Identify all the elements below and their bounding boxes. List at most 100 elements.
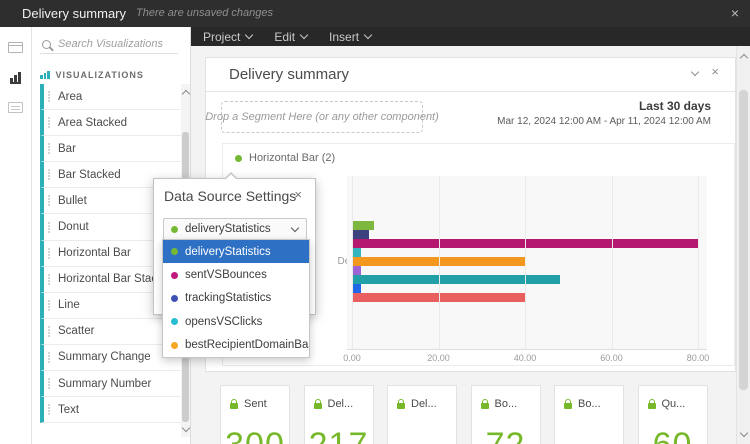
x-tick-label: 60.00 xyxy=(600,353,623,363)
panel-title: Delivery summary xyxy=(229,66,350,83)
main-scrollbar[interactable] xyxy=(736,46,750,444)
menu-project[interactable]: Project xyxy=(203,30,254,44)
dropdown-option-bestRecipientDomainBasedOnTheD[interactable]: bestRecipientDomainBasedOnTheD xyxy=(163,334,309,357)
summary-card-0[interactable]: Sent300 xyxy=(220,385,290,444)
top-bar: Delivery summary There are unsaved chang… xyxy=(0,0,750,27)
x-tick-label: 0.00 xyxy=(343,353,361,363)
dropdown-option-opensVSClicks[interactable]: opensVSClicks xyxy=(163,310,309,333)
drag-handle-icon xyxy=(48,195,50,198)
drag-handle-icon xyxy=(48,404,50,407)
viz-item-bar[interactable]: Bar xyxy=(40,136,181,163)
dropdown-option-deliveryStatistics[interactable]: deliveryStatistics xyxy=(163,240,309,264)
panel-header: Delivery summary × xyxy=(206,58,735,92)
bar-segment-0[interactable] xyxy=(352,221,374,230)
lock-icon xyxy=(647,398,656,409)
summary-card-5[interactable]: Qu...60 xyxy=(637,385,708,444)
panel-subheader: Drop a Segment Here (or any other compon… xyxy=(205,92,735,142)
collapse-panel-icon[interactable] xyxy=(691,67,700,76)
segment-drop-zone[interactable]: Drop a Segment Here (or any other compon… xyxy=(205,101,439,133)
gridline xyxy=(698,176,699,349)
bar-segment-3[interactable] xyxy=(352,248,361,257)
lock-icon xyxy=(564,398,572,409)
drag-handle-icon xyxy=(48,247,50,250)
drag-handle-icon xyxy=(48,325,50,328)
lock-icon xyxy=(480,398,489,409)
scroll-down-icon[interactable] xyxy=(739,428,749,438)
gridline xyxy=(525,176,526,349)
unsaved-changes-note: There are unsaved changes xyxy=(136,7,273,19)
date-range[interactable]: Last 30 days Mar 12, 2024 12:00 AM - Apr… xyxy=(497,99,711,127)
popup-close-icon[interactable]: × xyxy=(294,187,302,202)
x-tick-label: 80.00 xyxy=(686,353,710,363)
lock-icon xyxy=(397,398,405,409)
gridline xyxy=(438,176,440,349)
scroll-up-icon[interactable] xyxy=(739,53,749,63)
summary-number: 72 xyxy=(472,426,540,444)
bar-segment-6[interactable] xyxy=(352,275,560,284)
chart-plot-area xyxy=(347,176,707,350)
source-color-dot xyxy=(171,341,178,349)
date-range-dates: Mar 12, 2024 12:00 AM - Apr 11, 2024 12:… xyxy=(497,116,711,127)
summary-number: 217 xyxy=(305,426,373,444)
source-color-dot xyxy=(171,294,178,302)
scroll-up-icon[interactable] xyxy=(181,89,191,99)
viz-item-summary-change[interactable]: Summary Change xyxy=(40,344,181,372)
visualizations-icon[interactable] xyxy=(0,62,31,92)
data-source-dot[interactable] xyxy=(235,154,242,162)
menu-insert[interactable]: Insert xyxy=(329,30,373,44)
search-input[interactable]: Search Visualizations xyxy=(40,35,178,54)
summary-card-4[interactable]: Bo... xyxy=(554,385,624,444)
dropdown-option-trackingStatistics[interactable]: trackingStatistics xyxy=(163,287,309,310)
x-axis-ticks: 0.00 20.00 40.00 60.00 80.00 xyxy=(343,353,710,365)
drag-handle-icon xyxy=(48,273,50,276)
search-placeholder: Search Visualizations xyxy=(58,38,163,50)
close-panel-icon[interactable]: × xyxy=(711,64,719,79)
scroll-down-icon[interactable] xyxy=(181,423,191,433)
drag-handle-icon xyxy=(48,117,50,120)
main-scrollbar-thumb[interactable] xyxy=(739,90,748,390)
summary-card-2[interactable]: Del... xyxy=(387,385,457,444)
date-range-label: Last 30 days xyxy=(638,99,711,113)
drag-handle-icon xyxy=(48,143,50,146)
viz-item-bar-stacked[interactable]: Bar Stacked xyxy=(40,162,181,189)
data-source-select[interactable]: deliveryStatistics xyxy=(163,218,307,240)
chevron-down-icon xyxy=(299,30,309,40)
selected-source-label: deliveryStatistics xyxy=(185,223,271,235)
panels-icon[interactable] xyxy=(0,32,31,62)
x-tick-label: 20.00 xyxy=(427,353,450,363)
drop-zone-label: Drop a Segment Here (or any other compon… xyxy=(205,111,439,123)
summary-number: 60 xyxy=(639,426,707,444)
bar-segment-1[interactable] xyxy=(352,230,370,239)
gridline xyxy=(352,176,353,349)
chevron-down-icon xyxy=(363,30,373,40)
drag-handle-icon xyxy=(48,91,50,94)
lock-icon xyxy=(313,398,322,409)
viz-item-area-stacked[interactable]: Area Stacked xyxy=(40,110,181,137)
x-tick-label: 40.00 xyxy=(513,353,537,363)
popup-caret xyxy=(224,172,238,180)
summary-number: 300 xyxy=(221,426,289,444)
summary-cards-row: Sent300Del...217Del...Bo...72Bo...Qu...6… xyxy=(220,385,708,444)
close-icon[interactable]: × xyxy=(730,5,739,21)
viz-item-text[interactable]: Text xyxy=(40,397,181,424)
selected-source-dot xyxy=(171,225,178,233)
bar-segment-5[interactable] xyxy=(352,266,361,275)
viz-item-scatter[interactable]: Scatter xyxy=(40,318,181,345)
project-title: Delivery summary xyxy=(22,6,127,21)
viz-item-summary-number[interactable]: Summary Number xyxy=(40,371,181,398)
viz-item-area[interactable]: Area xyxy=(40,84,181,111)
chevron-down-icon xyxy=(290,223,300,232)
chart-title-row: Horizontal Bar (2) xyxy=(235,152,335,164)
drag-handle-icon xyxy=(48,169,50,172)
bar-segment-7[interactable] xyxy=(352,284,361,293)
visualizations-section-header: VISUALIZATIONS xyxy=(40,70,144,80)
menu-edit[interactable]: Edit xyxy=(274,30,309,44)
gridline xyxy=(611,176,613,349)
dropdown-option-sentVSBounces[interactable]: sentVSBounces xyxy=(163,263,309,286)
search-icon xyxy=(42,39,51,49)
summary-card-1[interactable]: Del...217 xyxy=(303,385,374,444)
components-icon[interactable] xyxy=(0,92,31,122)
summary-card-3[interactable]: Bo...72 xyxy=(470,385,541,444)
drag-handle-icon xyxy=(48,221,50,224)
